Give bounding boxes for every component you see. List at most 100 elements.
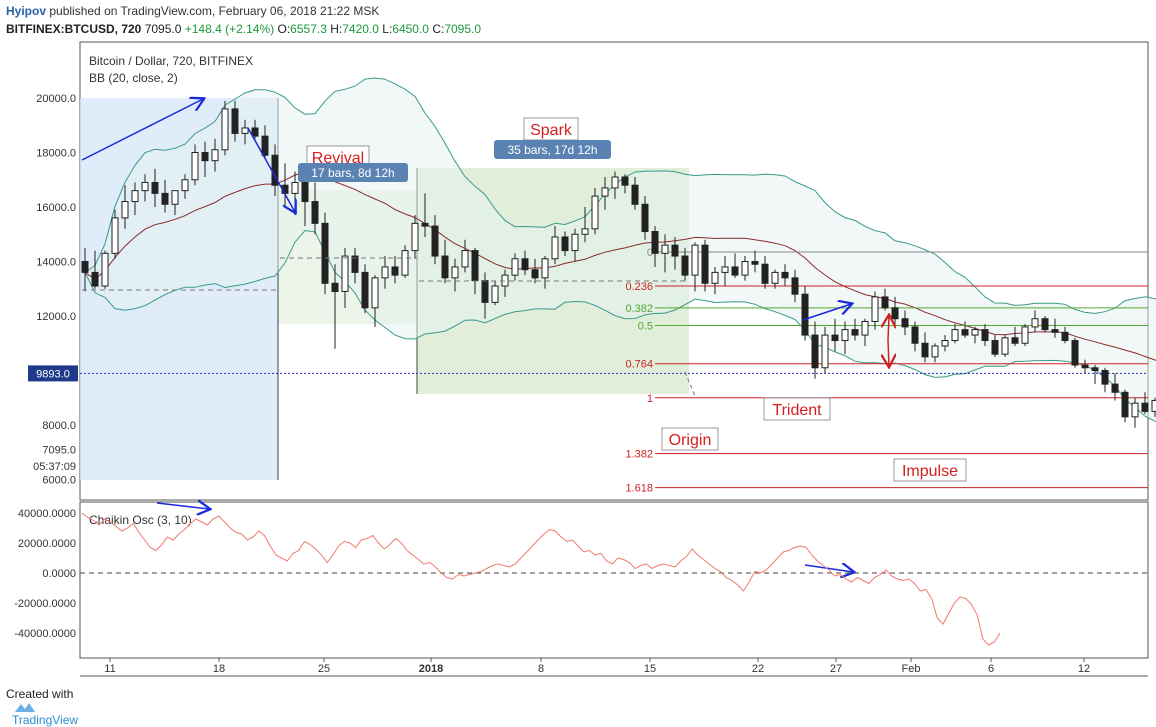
candle[interactable] bbox=[1051, 329, 1059, 333]
candle[interactable] bbox=[301, 181, 309, 203]
candle[interactable] bbox=[101, 252, 109, 287]
candle[interactable] bbox=[1131, 402, 1139, 418]
candle[interactable] bbox=[561, 236, 569, 252]
candle[interactable] bbox=[871, 296, 879, 322]
candle[interactable] bbox=[681, 255, 689, 276]
candle[interactable] bbox=[141, 181, 149, 192]
candle[interactable] bbox=[961, 329, 969, 336]
candle[interactable] bbox=[1121, 391, 1129, 418]
candle[interactable] bbox=[1091, 367, 1099, 371]
candle[interactable] bbox=[671, 244, 679, 257]
candle[interactable] bbox=[861, 320, 869, 336]
candle[interactable] bbox=[601, 187, 609, 197]
candle[interactable] bbox=[591, 195, 599, 230]
candle[interactable] bbox=[581, 228, 589, 235]
candle[interactable] bbox=[211, 149, 219, 162]
candle[interactable] bbox=[691, 244, 699, 276]
candle[interactable] bbox=[171, 190, 179, 205]
tradingview-logo-icon[interactable] bbox=[14, 701, 36, 713]
candle[interactable] bbox=[811, 334, 819, 369]
candle[interactable] bbox=[551, 236, 559, 260]
candle[interactable] bbox=[151, 181, 159, 194]
candle[interactable] bbox=[161, 192, 169, 205]
candle[interactable] bbox=[261, 135, 269, 156]
candle[interactable] bbox=[231, 108, 239, 134]
candle[interactable] bbox=[571, 233, 579, 252]
candle[interactable] bbox=[701, 244, 709, 284]
candle[interactable] bbox=[111, 217, 119, 254]
candle[interactable] bbox=[641, 203, 649, 233]
candle[interactable] bbox=[491, 285, 499, 303]
candle[interactable] bbox=[91, 271, 99, 287]
candle[interactable] bbox=[661, 244, 669, 254]
candle[interactable] bbox=[81, 261, 89, 273]
candle[interactable] bbox=[461, 250, 469, 268]
candle[interactable] bbox=[241, 127, 249, 134]
candle[interactable] bbox=[1061, 331, 1069, 342]
candle[interactable] bbox=[441, 255, 449, 279]
candle[interactable] bbox=[631, 184, 639, 205]
candle[interactable] bbox=[1141, 402, 1149, 412]
candle[interactable] bbox=[311, 201, 319, 224]
candle[interactable] bbox=[931, 345, 939, 358]
candle[interactable] bbox=[451, 266, 459, 279]
candle[interactable] bbox=[521, 258, 529, 271]
candle[interactable] bbox=[201, 152, 209, 162]
candle[interactable] bbox=[1151, 399, 1156, 412]
candle[interactable] bbox=[1071, 340, 1079, 366]
candle[interactable] bbox=[941, 340, 949, 347]
candle[interactable] bbox=[971, 329, 979, 336]
author-name[interactable]: Hyipov bbox=[6, 4, 47, 18]
candle[interactable] bbox=[291, 181, 299, 194]
candle[interactable] bbox=[891, 307, 899, 320]
candle[interactable] bbox=[431, 225, 439, 257]
candle[interactable] bbox=[881, 296, 889, 309]
candle[interactable] bbox=[831, 334, 839, 342]
candle[interactable] bbox=[421, 222, 429, 227]
candle[interactable] bbox=[791, 277, 799, 295]
candle[interactable] bbox=[341, 255, 349, 292]
candle[interactable] bbox=[121, 201, 129, 219]
candle[interactable] bbox=[1031, 318, 1039, 328]
candle[interactable] bbox=[1041, 318, 1049, 331]
candle[interactable] bbox=[1081, 364, 1089, 369]
candle[interactable] bbox=[801, 293, 809, 336]
candle[interactable] bbox=[541, 258, 549, 279]
candle[interactable] bbox=[951, 329, 959, 342]
candle[interactable] bbox=[511, 258, 519, 276]
tradingview-link[interactable]: TradingView bbox=[12, 713, 79, 727]
candle[interactable] bbox=[181, 179, 189, 192]
candle[interactable] bbox=[221, 108, 229, 151]
candle[interactable] bbox=[821, 334, 829, 369]
candle[interactable] bbox=[751, 261, 759, 265]
candle[interactable] bbox=[411, 222, 419, 252]
candle[interactable] bbox=[391, 266, 399, 276]
candle[interactable] bbox=[1101, 370, 1109, 385]
candle[interactable] bbox=[851, 329, 859, 336]
candle[interactable] bbox=[351, 255, 359, 273]
candle[interactable] bbox=[991, 340, 999, 355]
candle[interactable] bbox=[1021, 326, 1029, 344]
candle[interactable] bbox=[331, 282, 339, 292]
candle[interactable] bbox=[911, 326, 919, 344]
candle[interactable] bbox=[1111, 383, 1119, 393]
candle[interactable] bbox=[921, 342, 929, 358]
candle[interactable] bbox=[651, 231, 659, 254]
candle[interactable] bbox=[901, 318, 909, 328]
candle[interactable] bbox=[781, 271, 789, 279]
candle[interactable] bbox=[761, 263, 769, 284]
candle[interactable] bbox=[481, 280, 489, 303]
candle[interactable] bbox=[981, 329, 989, 342]
candle[interactable] bbox=[471, 250, 479, 282]
candle[interactable] bbox=[1011, 337, 1019, 344]
candle[interactable] bbox=[611, 176, 619, 189]
price-chart[interactable]: 0 0.236 0.382 0.5 0.764 1 1.382 1.618 Revival17 … bbox=[0, 0, 1156, 712]
candle[interactable] bbox=[841, 329, 849, 342]
candle[interactable] bbox=[321, 222, 329, 284]
candle[interactable] bbox=[251, 127, 259, 137]
candle[interactable] bbox=[361, 271, 369, 309]
candle[interactable] bbox=[531, 269, 539, 279]
candle[interactable] bbox=[191, 152, 199, 181]
candle[interactable] bbox=[731, 266, 739, 276]
candle[interactable] bbox=[711, 271, 719, 284]
